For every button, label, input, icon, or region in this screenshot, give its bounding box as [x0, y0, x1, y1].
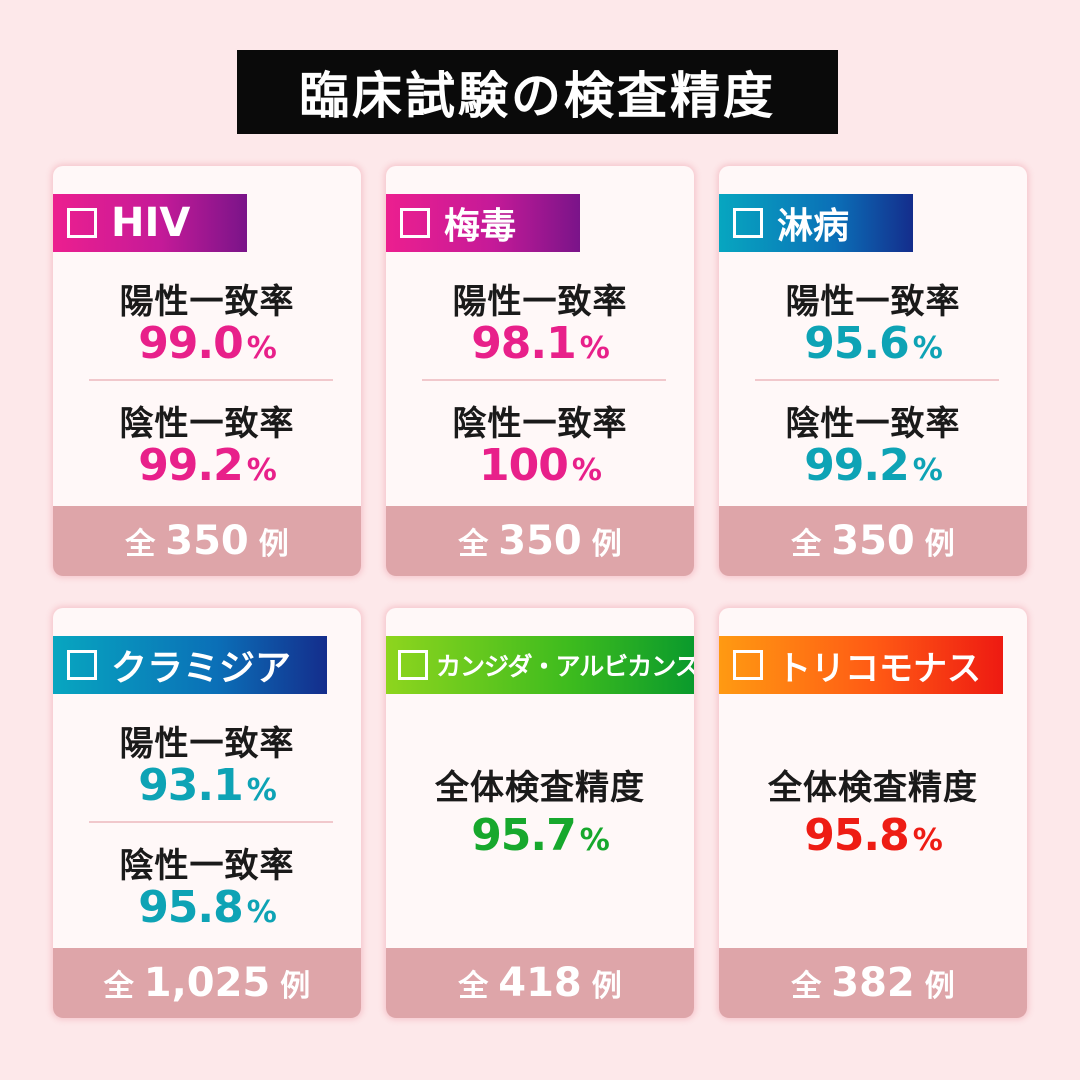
card-label-text: 梅毒: [444, 206, 517, 247]
sample-count-footer: 全 418 例: [386, 948, 694, 1018]
negative-agreement-label: 陰性一致率: [785, 404, 961, 444]
negative-agreement-value: 99.2%: [804, 440, 943, 491]
card-label-text: トリコモナス: [777, 648, 981, 689]
card-label: 梅毒: [386, 194, 580, 252]
divider: [89, 821, 333, 823]
positive-agreement-value: 95.6%: [804, 318, 943, 369]
positive-agreement-value: 93.1%: [138, 760, 277, 811]
card-label: クラミジア: [53, 636, 327, 694]
card-label-text: 淋病: [777, 206, 850, 247]
card-gonorrhea: 淋病 陽性一致率 95.6% 陰性一致率 99.2% 全 350 例: [719, 166, 1027, 576]
sample-count-footer: 全 350 例: [53, 506, 361, 576]
divider: [89, 379, 333, 381]
card-label: HIV: [53, 194, 247, 252]
card-label: トリコモナス: [719, 636, 1003, 694]
card-label: 淋病: [719, 194, 913, 252]
card-trichomonas: トリコモナス 全体検査精度 95.8% 全 382 例: [719, 608, 1027, 1018]
overall-accuracy-label: 全体検査精度: [435, 768, 645, 808]
negative-agreement-label: 陰性一致率: [452, 404, 628, 444]
negative-agreement-label: 陰性一致率: [119, 404, 295, 444]
overall-accuracy-label: 全体検査精度: [768, 768, 978, 808]
divider: [755, 379, 999, 381]
negative-agreement-value: 99.2%: [138, 440, 277, 491]
sample-count-footer: 全 350 例: [386, 506, 694, 576]
divider: [422, 379, 666, 381]
positive-agreement-label: 陽性一致率: [119, 282, 295, 322]
sample-count-footer: 全 1,025 例: [53, 948, 361, 1018]
sample-count-footer: 全 350 例: [719, 506, 1027, 576]
positive-agreement-label: 陽性一致率: [785, 282, 961, 322]
card-candida: カンジダ・アルビカンス 全体検査精度 95.7% 全 418 例: [386, 608, 694, 1018]
checkbox-square-icon: [400, 208, 430, 238]
positive-agreement-value: 98.1%: [471, 318, 610, 369]
card-label: カンジダ・アルビカンス: [386, 636, 694, 694]
positive-agreement-value: 99.0%: [138, 318, 277, 369]
checkbox-square-icon: [67, 650, 97, 680]
card-label-text: カンジダ・アルビカンス: [436, 652, 694, 681]
checkbox-square-icon: [398, 650, 428, 680]
card-label-text: クラミジア: [111, 648, 292, 689]
negative-agreement-label: 陰性一致率: [119, 846, 295, 886]
sample-count-footer: 全 382 例: [719, 948, 1027, 1018]
checkbox-square-icon: [733, 650, 763, 680]
overall-accuracy-value: 95.8%: [804, 810, 943, 861]
checkbox-square-icon: [67, 208, 97, 238]
card-hiv: HIV 陽性一致率 99.0% 陰性一致率 99.2% 全 350 例: [53, 166, 361, 576]
page-title: 臨床試験の検査精度: [237, 50, 838, 134]
negative-agreement-value: 95.8%: [138, 882, 277, 933]
card-chlamydia: クラミジア 陽性一致率 93.1% 陰性一致率 95.8% 全 1,025 例: [53, 608, 361, 1018]
positive-agreement-label: 陽性一致率: [452, 282, 628, 322]
negative-agreement-value: 100%: [479, 440, 602, 491]
card-syphilis: 梅毒 陽性一致率 98.1% 陰性一致率 100% 全 350 例: [386, 166, 694, 576]
overall-accuracy-value: 95.7%: [471, 810, 610, 861]
card-label-text: HIV: [111, 200, 191, 246]
positive-agreement-label: 陽性一致率: [119, 724, 295, 764]
checkbox-square-icon: [733, 208, 763, 238]
